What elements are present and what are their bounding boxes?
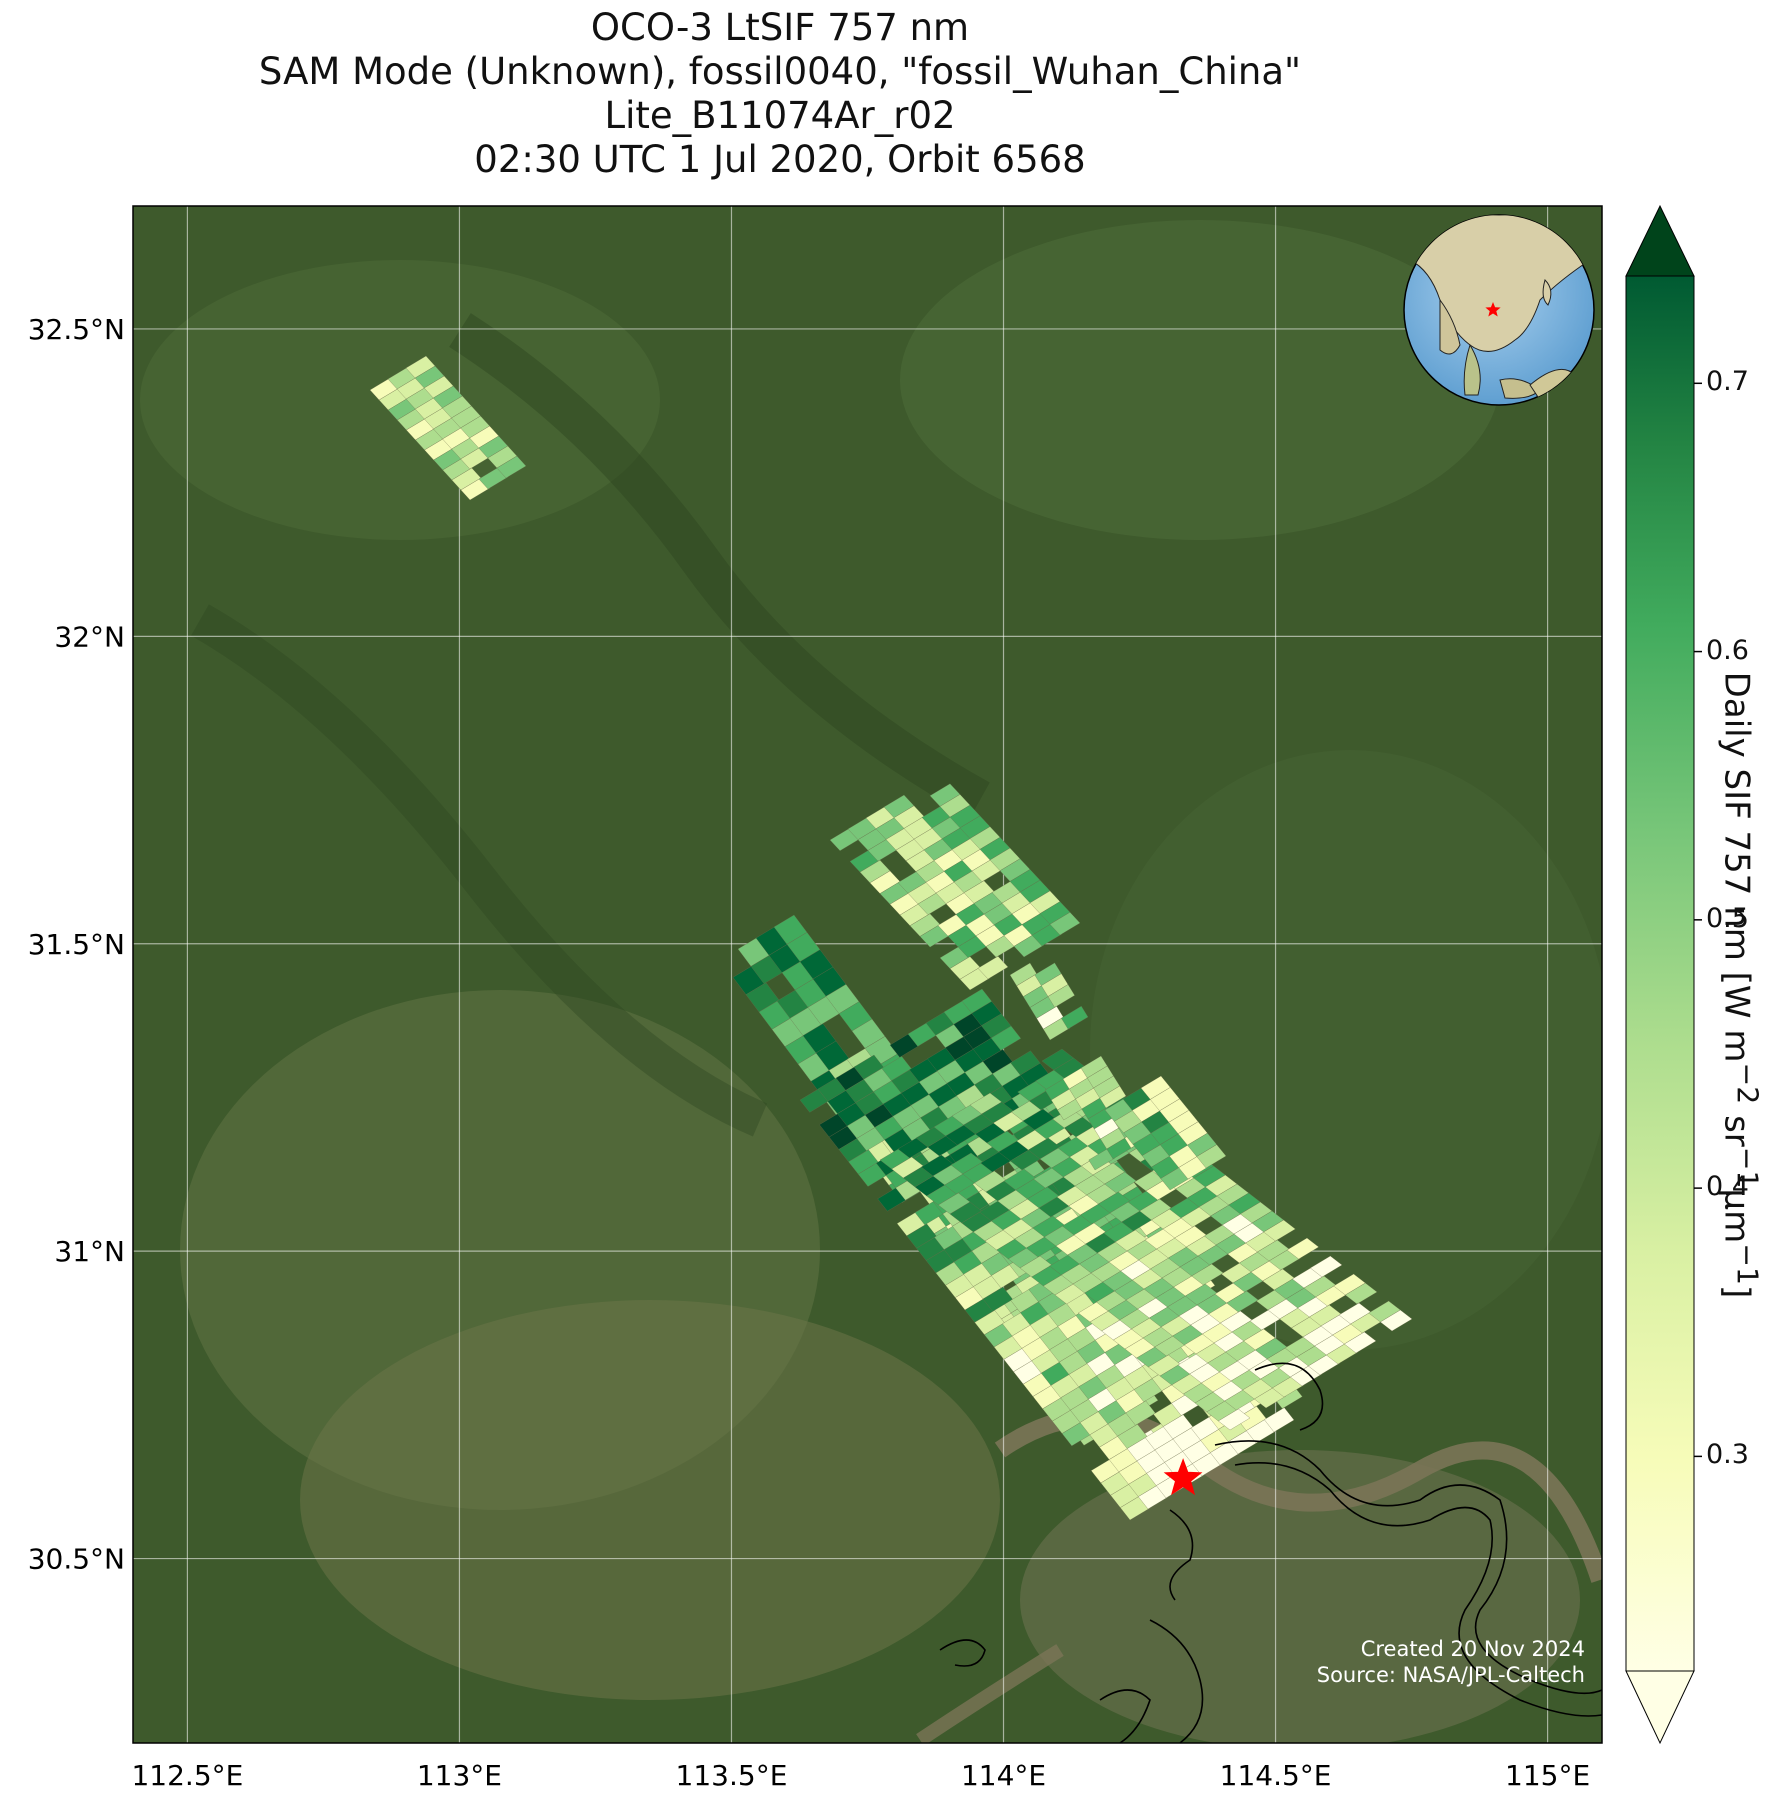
colorbar-title: Daily SIF 757 nm [W m−2 sr−1µm−1] — [1716, 671, 1764, 1299]
globe-target-star-icon — [1485, 302, 1501, 317]
sif-pixel — [1099, 1085, 1127, 1109]
map-frame — [132, 205, 1603, 1744]
basemap — [133, 206, 1602, 1743]
title-line-4: 02:30 UTC 1 Jul 2020, Orbit 6568 — [474, 138, 1086, 181]
sif-pixel — [1380, 1309, 1413, 1332]
lat-tick-labels: 32.5°N 32°N 31.5°N 31°N 30.5°N — [28, 313, 125, 1576]
sif-pixel — [1286, 1237, 1319, 1260]
sif-pixel — [1310, 1255, 1343, 1278]
sif-pixel — [1061, 1005, 1089, 1030]
globe-land-icon — [1409, 215, 1591, 401]
sif-pixel — [1344, 1331, 1377, 1354]
sif-pixel — [1263, 1219, 1296, 1242]
colorbar-tick-label: 0.4 — [1706, 1171, 1749, 1203]
lon-tick-label: 112.5°E — [131, 1759, 243, 1792]
lon-tick-label: 114.5°E — [1220, 1759, 1332, 1792]
lat-tick-label: 31°N — [54, 1235, 125, 1268]
sif-pixel — [1218, 1408, 1251, 1431]
sif-pixel — [977, 956, 1009, 980]
target-star-icon — [1163, 1458, 1203, 1496]
created-credit: Created 20 Nov 2024 — [1360, 1637, 1585, 1661]
sif-pixel — [1043, 1016, 1071, 1041]
colorbar-tick-label: 0.6 — [1706, 634, 1749, 666]
sif-pixel — [1106, 1136, 1134, 1160]
lon-tick-label: 113°E — [417, 1759, 502, 1792]
title-line-1: OCO-3 LtSIF 757 nm — [590, 6, 970, 49]
title-line-2: SAM Mode (Unknown), fossil0040, "fossil_… — [258, 50, 1302, 93]
colorbar-tick-label: 0.5 — [1706, 902, 1749, 934]
inset-globe — [1403, 214, 1595, 406]
lat-tick-label: 30.5°N — [28, 1543, 125, 1576]
colorbar-title-text: Daily SIF 757 nm [W m — [1716, 671, 1757, 1063]
sif-pixel — [1196, 1144, 1227, 1169]
title-line-3: Lite_B11074Ar_r02 — [604, 94, 956, 137]
lon-tick-label: 115°E — [1505, 1759, 1590, 1792]
sif-pixel — [1088, 1147, 1116, 1171]
lon-tick-label: 113.5°E — [676, 1759, 788, 1792]
sif-pixel — [496, 455, 527, 479]
sif-pixel — [1345, 1282, 1378, 1305]
source-credit: Source: NASA/JPL-Caltech — [1316, 1663, 1585, 1687]
sif-pixel — [990, 1025, 1022, 1051]
lat-tick-label: 32.5°N — [28, 313, 125, 346]
title-block: OCO-3 LtSIF 757 nm SAM Mode (Unknown), f… — [0, 6, 1560, 182]
lat-tick-label: 31.5°N — [28, 928, 125, 961]
colorbar-tick-label: 0.7 — [1706, 366, 1749, 398]
sif-pixel — [478, 466, 509, 490]
colorbar — [1625, 204, 1702, 1745]
sif-pixel — [1264, 1407, 1295, 1433]
coastline-contours — [939, 1362, 1603, 1744]
sif-pixel — [1049, 912, 1081, 936]
lon-tick-label: 114°E — [961, 1759, 1046, 1792]
sif-pixel — [1047, 984, 1075, 1008]
sif-swath — [369, 355, 1413, 1521]
lon-tick-labels: 112.5°E 113°E 113.5°E 114°E 114.5°E 115°E — [131, 1759, 1590, 1792]
sif-pixel — [460, 477, 491, 501]
lat-tick-label: 32°N — [54, 620, 125, 653]
colorbar-tick-label: 0.3 — [1706, 1439, 1749, 1471]
